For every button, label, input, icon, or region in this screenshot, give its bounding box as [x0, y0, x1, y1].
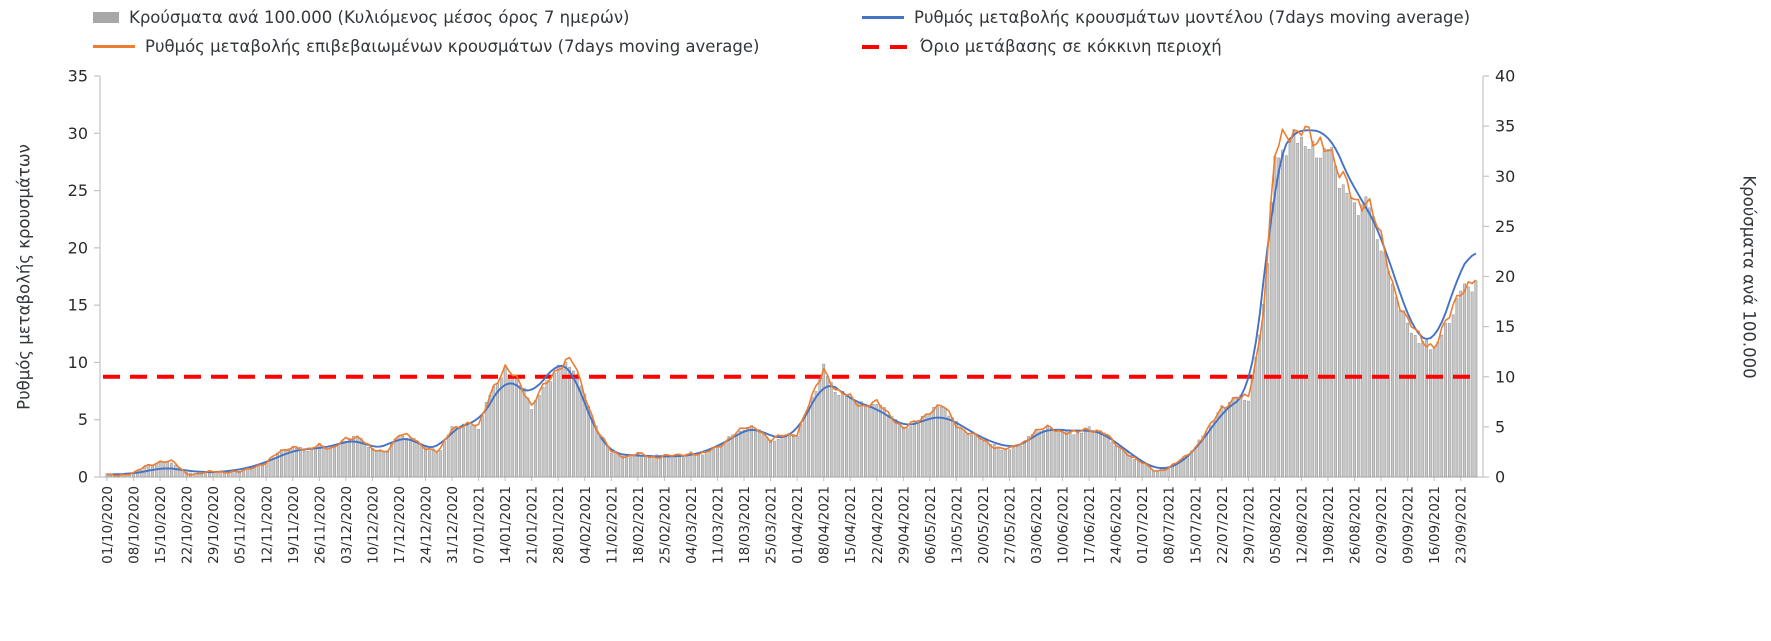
svg-text:0: 0	[1495, 468, 1505, 487]
svg-text:26/11/2020: 26/11/2020	[312, 486, 328, 564]
svg-text:15/07/2021: 15/07/2021	[1188, 486, 1204, 564]
svg-text:5: 5	[1495, 417, 1505, 436]
svg-text:29/04/2021: 29/04/2021	[896, 486, 912, 564]
legend-label-model-rate: Ρυθμός μεταβολής κρουσμάτων μοντέλου (7d…	[914, 8, 1471, 27]
left-axis-title: Ρυθμός μεταβολής κρουσμάτων	[14, 144, 34, 410]
left-axis-tick-labels: 0 5 10 15 20 25 30 35	[68, 67, 100, 487]
svg-text:01/04/2021: 01/04/2021	[790, 486, 806, 564]
svg-text:12/08/2021: 12/08/2021	[1294, 486, 1310, 564]
legend-label-cases-per-100k: Κρούσματα ανά 100.000 (Κυλιόμενος μέσος …	[129, 8, 630, 27]
svg-text:22/10/2020: 22/10/2020	[180, 486, 196, 564]
svg-text:28/01/2021: 28/01/2021	[551, 486, 567, 564]
svg-text:25: 25	[1495, 217, 1515, 236]
svg-text:35: 35	[1495, 117, 1515, 136]
svg-text:04/03/2021: 04/03/2021	[684, 486, 700, 564]
svg-text:04/02/2021: 04/02/2021	[578, 486, 594, 564]
svg-text:19/08/2021: 19/08/2021	[1321, 486, 1337, 564]
svg-text:22/04/2021: 22/04/2021	[870, 486, 886, 564]
svg-text:15/04/2021: 15/04/2021	[843, 486, 859, 564]
svg-text:01/10/2020: 01/10/2020	[100, 486, 116, 564]
svg-text:31/12/2020: 31/12/2020	[445, 486, 461, 564]
red-dash-swatch	[862, 44, 910, 49]
svg-text:23/09/2021: 23/09/2021	[1454, 486, 1470, 564]
svg-text:10: 10	[1495, 367, 1515, 386]
svg-text:15/10/2020: 15/10/2020	[153, 486, 169, 564]
svg-text:01/07/2021: 01/07/2021	[1135, 486, 1151, 564]
svg-text:06/05/2021: 06/05/2021	[923, 486, 939, 564]
svg-text:07/01/2021: 07/01/2021	[472, 486, 488, 564]
legend-item-cases-per-100k: Κρούσματα ανά 100.000 (Κυλιόμενος μέσος …	[93, 8, 629, 27]
svg-text:10/06/2021: 10/06/2021	[1056, 486, 1072, 564]
right-axis-title: Κρούσματα ανά 100.000	[1739, 175, 1759, 379]
legend-item-confirmed-rate: Ρυθμός μεταβολής επιβεβαιωμένων κρουσμάτ…	[93, 37, 759, 56]
svg-text:12/11/2020: 12/11/2020	[259, 486, 275, 564]
svg-text:25: 25	[68, 181, 88, 200]
svg-text:24/06/2021: 24/06/2021	[1109, 486, 1125, 564]
svg-text:25/02/2021: 25/02/2021	[657, 486, 673, 564]
svg-text:05/08/2021: 05/08/2021	[1268, 486, 1284, 564]
cases-per-100k-bars	[105, 129, 1478, 478]
svg-text:35: 35	[68, 67, 88, 86]
svg-text:25/03/2021: 25/03/2021	[764, 486, 780, 564]
svg-text:03/06/2021: 03/06/2021	[1029, 486, 1045, 564]
legend-item-model-rate: Ρυθμός μεταβολής κρουσμάτων μοντέλου (7d…	[862, 8, 1470, 27]
svg-text:11/03/2021: 11/03/2021	[711, 486, 727, 564]
svg-text:18/03/2021: 18/03/2021	[737, 486, 753, 564]
svg-text:10/12/2020: 10/12/2020	[365, 486, 381, 564]
svg-text:0: 0	[78, 468, 88, 487]
svg-text:08/07/2021: 08/07/2021	[1162, 486, 1178, 564]
legend-label-red-zone-threshold: Όριο μετάβασης σε κόκκινη περιοχή	[920, 37, 1222, 56]
svg-text:08/10/2020: 08/10/2020	[127, 486, 143, 564]
svg-text:40: 40	[1495, 67, 1515, 86]
confirmed-rate-line	[106, 125, 1477, 477]
svg-text:29/10/2020: 29/10/2020	[206, 486, 222, 564]
model-rate-line	[106, 129, 1477, 476]
svg-text:14/01/2021: 14/01/2021	[498, 486, 514, 564]
svg-text:13/05/2021: 13/05/2021	[949, 486, 965, 564]
right-axis-tick-labels: 0 5 10 15 20 25 30 35 40	[1483, 67, 1515, 487]
svg-text:19/11/2020: 19/11/2020	[286, 486, 302, 564]
svg-text:15: 15	[68, 296, 88, 315]
svg-text:18/02/2021: 18/02/2021	[631, 486, 647, 564]
svg-text:02/09/2021: 02/09/2021	[1374, 486, 1390, 564]
svg-text:16/09/2021: 16/09/2021	[1427, 486, 1443, 564]
svg-text:20: 20	[68, 238, 88, 257]
orange-line-swatch	[93, 45, 135, 48]
svg-text:17/06/2021: 17/06/2021	[1082, 486, 1098, 564]
svg-text:21/01/2021: 21/01/2021	[525, 486, 541, 564]
svg-text:05/11/2020: 05/11/2020	[233, 486, 249, 564]
svg-text:30: 30	[68, 124, 88, 143]
svg-text:08/04/2021: 08/04/2021	[817, 486, 833, 564]
svg-text:22/07/2021: 22/07/2021	[1215, 486, 1231, 564]
svg-text:11/02/2021: 11/02/2021	[604, 486, 620, 564]
x-axis-tick-labels: 01/10/2020 08/10/2020 15/10/2020 22/10/2020…	[100, 477, 1470, 564]
svg-text:29/07/2021: 29/07/2021	[1241, 486, 1257, 564]
svg-text:20: 20	[1495, 267, 1515, 286]
svg-text:24/12/2020: 24/12/2020	[419, 486, 435, 564]
legend-item-red-zone-threshold: Όριο μετάβασης σε κόκκινη περιοχή	[862, 37, 1222, 56]
svg-text:17/12/2020: 17/12/2020	[392, 486, 408, 564]
svg-text:10: 10	[68, 353, 88, 372]
svg-text:03/12/2020: 03/12/2020	[339, 486, 355, 564]
legend-label-confirmed-rate: Ρυθμός μεταβολής επιβεβαιωμένων κρουσμάτ…	[145, 37, 760, 56]
svg-text:5: 5	[78, 410, 88, 429]
blue-line-swatch	[862, 16, 904, 19]
svg-text:26/08/2021: 26/08/2021	[1348, 486, 1364, 564]
svg-text:20/05/2021: 20/05/2021	[976, 486, 992, 564]
svg-text:15: 15	[1495, 317, 1515, 336]
bar-series-swatch	[93, 12, 119, 23]
svg-text:27/05/2021: 27/05/2021	[1002, 486, 1018, 564]
svg-text:30: 30	[1495, 167, 1515, 186]
svg-text:09/09/2021: 09/09/2021	[1401, 486, 1417, 564]
